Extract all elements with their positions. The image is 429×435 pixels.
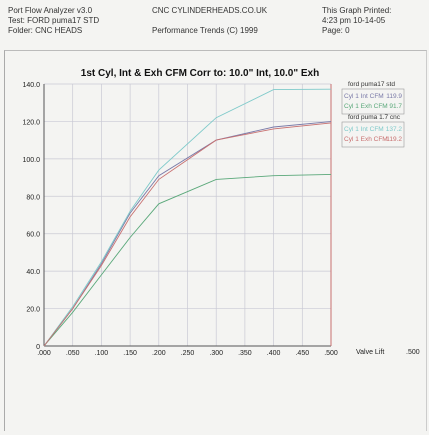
page-number: Page: 0 bbox=[322, 26, 350, 35]
legend-entry-value: 119.9 bbox=[386, 93, 402, 100]
grid bbox=[44, 83, 331, 346]
y-tick-label: 80.0 bbox=[26, 194, 40, 201]
y-tick-label: 40.0 bbox=[26, 269, 40, 276]
company-name: CNC CYLINDERHEADS.CO.UK bbox=[152, 6, 268, 15]
y-tick-label: 120.0 bbox=[22, 119, 40, 126]
x-tick-label: .050 bbox=[66, 350, 80, 357]
x-tick-label: .250 bbox=[181, 350, 195, 357]
y-tick-label: 140.0 bbox=[22, 82, 40, 89]
cnc-exh-cfm-line bbox=[43, 122, 332, 347]
x-tick-label: .200 bbox=[152, 350, 166, 357]
legend-entry-label: Cyl 1 Exh CFM bbox=[344, 136, 388, 143]
x-tick-label: .150 bbox=[123, 350, 137, 357]
legend-cnc: ford puma 1.7 cnc Cyl 1 Int CFM 137.2 Cyl 1… bbox=[341, 114, 405, 148]
x-tick-label: .350 bbox=[238, 350, 252, 357]
x-extra-tick-label: .500 bbox=[406, 349, 420, 356]
printed-label: This Graph Printed: bbox=[322, 6, 392, 15]
std-exh-cfm-line bbox=[43, 173, 332, 347]
legend-group-title: ford puma 1.7 cnc bbox=[348, 114, 401, 121]
report-header-middle: CNC CYLINDERHEADS.CO.UK Performance Tren… bbox=[152, 6, 267, 36]
legend-std: ford puma17 std Cyl 1 Int CFM 119.9 Cyl 1 E… bbox=[341, 81, 405, 115]
legend-entry-value: 119.2 bbox=[386, 136, 402, 143]
legend-group-title: ford puma17 std bbox=[348, 81, 395, 88]
copyright: Performance Trends (C) 1999 bbox=[152, 26, 258, 35]
cnc-int-cfm-line bbox=[43, 88, 332, 347]
software-name: Port Flow Analyzer v3.0 bbox=[8, 6, 93, 15]
legend-entry-label: Cyl 1 Int CFM bbox=[344, 93, 384, 100]
y-tick-label: 100.0 bbox=[22, 157, 40, 164]
y-tick-label: 0 bbox=[36, 344, 40, 351]
chart-title: 1st Cyl, Int & Exh CFM Corr to: 10.0" In… bbox=[81, 68, 319, 79]
legend-box bbox=[341, 88, 405, 115]
x-tick-label: .500 bbox=[324, 350, 338, 357]
chart-frame bbox=[4, 50, 427, 431]
x-tick-label: .400 bbox=[267, 350, 281, 357]
printed-time: 4:23 pm 10-14-05 bbox=[322, 16, 386, 25]
legend-box bbox=[341, 121, 405, 148]
x-axis-label: Valve Lift bbox=[356, 349, 384, 356]
report-header-right: This Graph Printed: 4:23 pm 10-14-05 Pag… bbox=[322, 6, 391, 36]
report-header-left: Port Flow Analyzer v3.0 Test: FORD puma1… bbox=[8, 6, 99, 36]
y-tick-label: 20.0 bbox=[26, 307, 40, 314]
x-tick-label: .000 bbox=[37, 350, 51, 357]
y-tick-label: 60.0 bbox=[26, 232, 40, 239]
legend-entry-label: Cyl 1 Exh CFM bbox=[344, 103, 388, 110]
axes: 0 20.0 40.0 60.0 80.0 100.0 120.0 140.0 .000 .050… bbox=[22, 82, 337, 357]
x-tick-label: .300 bbox=[209, 350, 223, 357]
x-tick-label: .450 bbox=[295, 350, 309, 357]
series-lines bbox=[43, 88, 332, 347]
test-name: Test: FORD puma17 STD bbox=[8, 16, 100, 25]
legend-entry-value: 137.2 bbox=[386, 126, 403, 133]
legend-entry-label: Cyl 1 Int CFM bbox=[344, 126, 384, 133]
folder-name: Folder: CNC HEADS bbox=[8, 26, 83, 35]
legend-entry-value: 91.7 bbox=[389, 103, 402, 110]
x-tick-label: .100 bbox=[95, 350, 109, 357]
